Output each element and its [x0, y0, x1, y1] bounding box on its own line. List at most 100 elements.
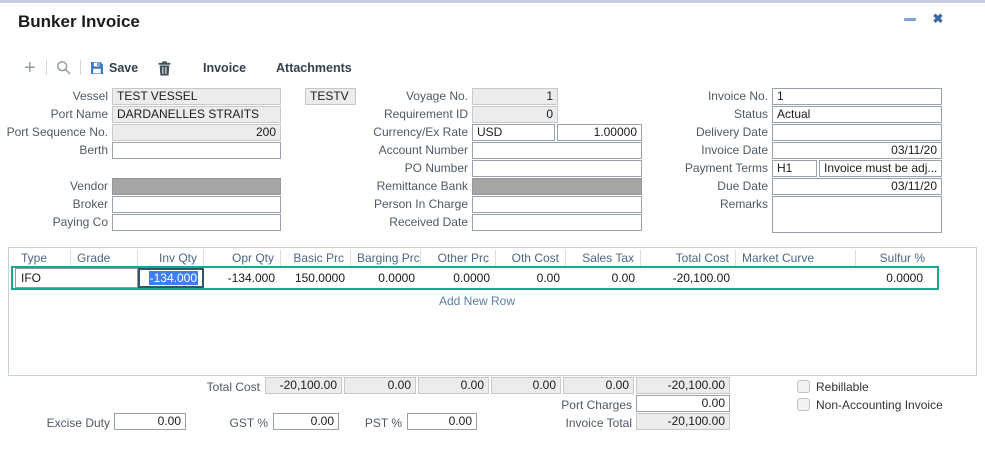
- cell-sulfur[interactable]: 0.0000: [886, 271, 923, 285]
- delivery-date-label: Delivery Date: [695, 125, 768, 139]
- column-header-market-curve[interactable]: Market Curve: [736, 250, 856, 267]
- close-icon: ✖: [932, 11, 944, 26]
- column-header-grade[interactable]: Grade: [71, 250, 138, 267]
- column-header-total-cost[interactable]: Total Cost: [641, 250, 736, 267]
- invoice-no-label: Invoice No.: [707, 89, 768, 103]
- minimize-icon: [904, 18, 916, 21]
- total-sales-tax-field: 0.00: [563, 377, 634, 394]
- cell-market-curve[interactable]: [736, 268, 856, 288]
- pst-field[interactable]: 0.00: [407, 413, 477, 430]
- vendor-field[interactable]: [112, 178, 281, 195]
- trash-icon: [158, 60, 171, 76]
- cell-other-prc[interactable]: 0.0000: [453, 271, 490, 285]
- minimize-button[interactable]: [902, 10, 918, 26]
- remarks-field[interactable]: [772, 196, 942, 233]
- window-top-border: [0, 0, 985, 3]
- total-basic-field: -20,100.00: [265, 377, 342, 394]
- rebillable-checkbox[interactable]: [797, 380, 810, 393]
- cell-basic-prc[interactable]: 150.0000: [294, 271, 345, 285]
- excise-duty-field[interactable]: 0.00: [114, 413, 186, 430]
- cell-oth-cost[interactable]: 0.00: [536, 271, 560, 285]
- status-label: Status: [733, 107, 768, 121]
- due-date-label: Due Date: [717, 179, 768, 193]
- port-sequence-field: 200: [112, 124, 281, 141]
- vendor-label: Vendor: [69, 179, 108, 193]
- invoice-date-label: Invoice Date: [701, 143, 768, 157]
- column-header-type[interactable]: Type: [15, 250, 71, 267]
- total-cost-label: Total Cost: [206, 380, 260, 394]
- toolbar-separator: [80, 60, 81, 75]
- vessel-label: Vessel: [72, 89, 108, 103]
- search-button[interactable]: [56, 58, 72, 78]
- invoice-no-field[interactable]: 1: [772, 88, 942, 105]
- payment-terms-code-field[interactable]: H1: [772, 160, 817, 177]
- invoice-button[interactable]: Invoice: [203, 58, 246, 78]
- total-other-field: 0.00: [418, 377, 489, 394]
- po-number-label: PO Number: [404, 161, 468, 175]
- cell-total-cost[interactable]: -20,100.00: [672, 271, 730, 285]
- column-header-other-prc[interactable]: Other Prc: [421, 250, 496, 267]
- excise-duty-label: Excise Duty: [46, 416, 110, 430]
- total-oth-cost-field: 0.00: [491, 377, 561, 394]
- person-in-charge-label: Person In Charge: [373, 197, 468, 211]
- attachments-button[interactable]: Attachments: [276, 58, 352, 78]
- column-header-barging-prc[interactable]: Barging Prc: [351, 250, 421, 267]
- broker-label: Broker: [72, 197, 108, 211]
- port-charges-field[interactable]: 0.00: [636, 395, 730, 412]
- currency-field[interactable]: USD: [472, 124, 555, 141]
- due-date-field[interactable]: 03/11/20: [772, 178, 942, 195]
- person-in-charge-field[interactable]: [472, 196, 642, 213]
- ex-rate-field[interactable]: 1.00000: [557, 124, 642, 141]
- close-button[interactable]: ✖: [930, 10, 946, 26]
- remittance-bank-field[interactable]: [472, 178, 642, 195]
- selected-text: -134.000: [148, 271, 198, 285]
- rebillable-label: Rebillable: [816, 380, 869, 394]
- cell-barging-prc[interactable]: 0.0000: [378, 271, 415, 285]
- port-name-field: DARDANELLES STRAITS: [112, 106, 281, 123]
- paying-co-label: Paying Co: [52, 215, 108, 229]
- invoice-total-label: Invoice Total: [565, 416, 633, 430]
- save-icon: [90, 61, 104, 75]
- requirement-id-label: Requirement ID: [383, 107, 468, 121]
- invoice-date-field[interactable]: 03/11/20: [772, 142, 942, 159]
- save-button[interactable]: Save: [90, 58, 138, 78]
- non-accounting-invoice-label: Non-Accounting Invoice: [816, 398, 943, 412]
- payment-terms-label: Payment Terms: [684, 161, 768, 175]
- berth-field[interactable]: [112, 142, 281, 159]
- cell-opr-qty[interactable]: -134.000: [227, 271, 275, 285]
- delivery-date-field[interactable]: [772, 124, 942, 141]
- voyage-no-label: Voyage No.: [405, 89, 468, 103]
- non-accounting-invoice-checkbox[interactable]: [797, 398, 810, 411]
- delete-button[interactable]: [158, 58, 171, 78]
- search-icon: [56, 60, 72, 76]
- table-header-row: Type Grade Inv Qty Opr Qty Basic Prc Bar…: [15, 250, 931, 268]
- currency-ex-rate-label: Currency/Ex Rate: [373, 125, 468, 139]
- column-header-oth-cost[interactable]: Oth Cost: [496, 250, 566, 267]
- add-new-row-button[interactable]: Add New Row: [438, 294, 516, 308]
- cell-sales-tax[interactable]: 0.00: [611, 271, 635, 285]
- paying-co-field[interactable]: [112, 214, 281, 231]
- payment-terms-desc-field[interactable]: Invoice must be adj...: [819, 160, 942, 177]
- cell-type[interactable]: IFO: [15, 268, 138, 288]
- po-number-field[interactable]: [472, 160, 642, 177]
- received-date-label: Received Date: [389, 215, 468, 229]
- plus-icon: +: [24, 57, 36, 79]
- port-name-label: Port Name: [50, 107, 108, 121]
- gst-field[interactable]: 0.00: [273, 413, 339, 430]
- broker-field[interactable]: [112, 196, 281, 213]
- berth-label: Berth: [79, 143, 108, 157]
- column-header-sulfur[interactable]: Sulfur %: [879, 251, 925, 265]
- voyage-no-field: 1: [472, 88, 558, 105]
- table-row-selected[interactable]: IFO -134.000 -134.000 150.0000 0.0000 0.…: [11, 266, 939, 290]
- account-number-field[interactable]: [472, 142, 642, 159]
- add-button[interactable]: +: [24, 58, 36, 78]
- column-header-sales-tax[interactable]: Sales Tax: [566, 250, 641, 267]
- total-barging-field: 0.00: [344, 377, 416, 394]
- cell-inv-qty-editing[interactable]: -134.000: [138, 268, 204, 288]
- column-header-basic-prc[interactable]: Basic Prc: [281, 250, 351, 267]
- column-header-inv-qty[interactable]: Inv Qty: [138, 250, 204, 267]
- received-date-field[interactable]: [472, 214, 642, 231]
- column-header-opr-qty[interactable]: Opr Qty: [204, 250, 281, 267]
- attachments-label: Attachments: [276, 61, 352, 75]
- status-field[interactable]: Actual: [772, 106, 942, 123]
